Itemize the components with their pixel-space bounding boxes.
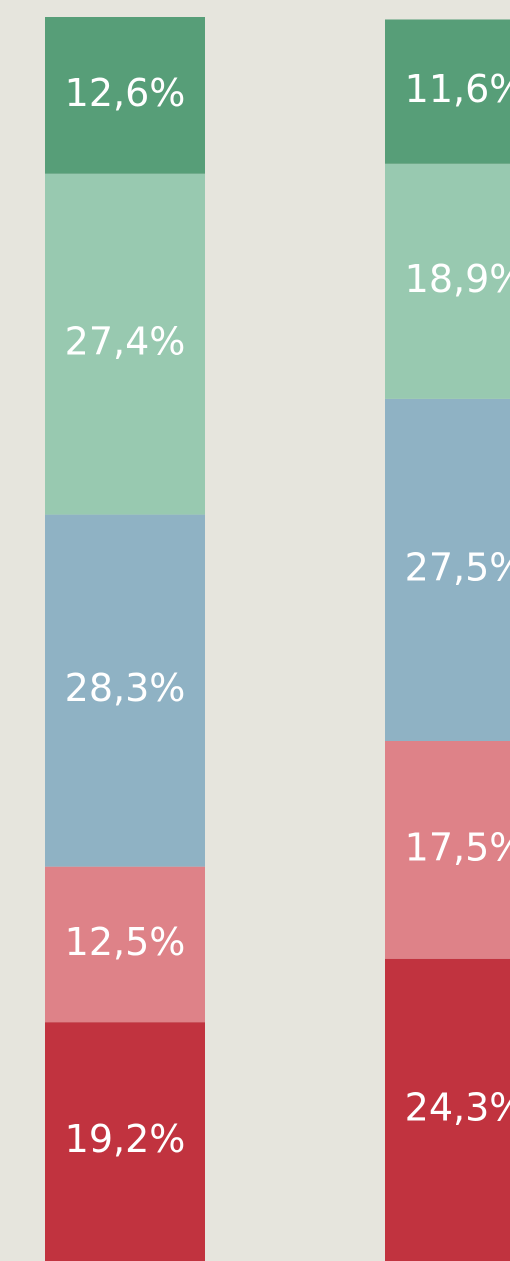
value-label: 12,6% <box>65 71 186 115</box>
bar-segment <box>385 741 510 959</box>
value-label: 27,4% <box>65 320 186 364</box>
value-label: 11,6% <box>405 67 510 111</box>
bar-segment <box>385 19 510 164</box>
bar-segment <box>45 173 205 515</box>
bar-segment <box>45 866 205 1023</box>
value-label: 24,3% <box>405 1085 510 1129</box>
bar-segment <box>385 958 510 1261</box>
bar-segment <box>45 1022 205 1261</box>
value-label: 28,3% <box>65 666 186 710</box>
value-label: 27,5% <box>405 545 510 589</box>
bar-segment <box>385 163 510 399</box>
bar-segment <box>385 398 510 742</box>
bar-segment <box>45 514 205 867</box>
bar-segment <box>45 17 205 174</box>
value-label: 12,5% <box>65 920 186 964</box>
value-label: 19,2% <box>65 1117 186 1161</box>
value-label: 17,5% <box>405 825 510 869</box>
value-label: 18,9% <box>405 257 510 301</box>
